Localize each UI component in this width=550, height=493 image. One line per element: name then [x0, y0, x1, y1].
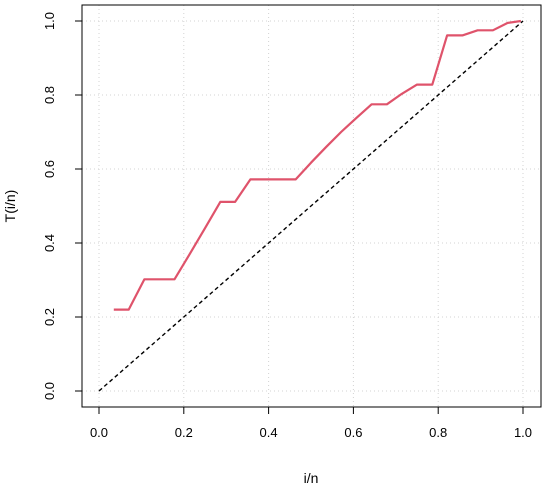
y-tick-label: 0.8 — [42, 86, 57, 104]
x-tick-label: 0.4 — [260, 425, 278, 440]
x-tick-label: 0.6 — [344, 425, 362, 440]
x-tick-label: 0.0 — [90, 425, 108, 440]
ttt-curve-line — [113, 19, 522, 311]
x-axis: 0.0 0.2 0.4 0.6 0.8 1.0 — [90, 406, 532, 440]
x-tick-label: 0.8 — [429, 425, 447, 440]
y-tick-label: 0.4 — [42, 234, 57, 252]
series-layer — [98, 19, 524, 392]
y-tick-label: 0.2 — [42, 308, 57, 326]
y-axis-title: T(i/n) — [2, 190, 18, 223]
reference-diagonal-line — [98, 20, 524, 392]
x-axis-title: i/n — [304, 470, 319, 486]
y-axis: 0.0 0.2 0.4 0.6 0.8 1.0 — [42, 12, 83, 400]
x-tick-label: 1.0 — [514, 425, 532, 440]
y-tick-label: 0.0 — [42, 382, 57, 400]
y-tick-label: 1.0 — [42, 12, 57, 30]
x-tick-label: 0.2 — [175, 425, 193, 440]
grid — [82, 5, 541, 407]
y-tick-label: 0.6 — [42, 160, 57, 178]
